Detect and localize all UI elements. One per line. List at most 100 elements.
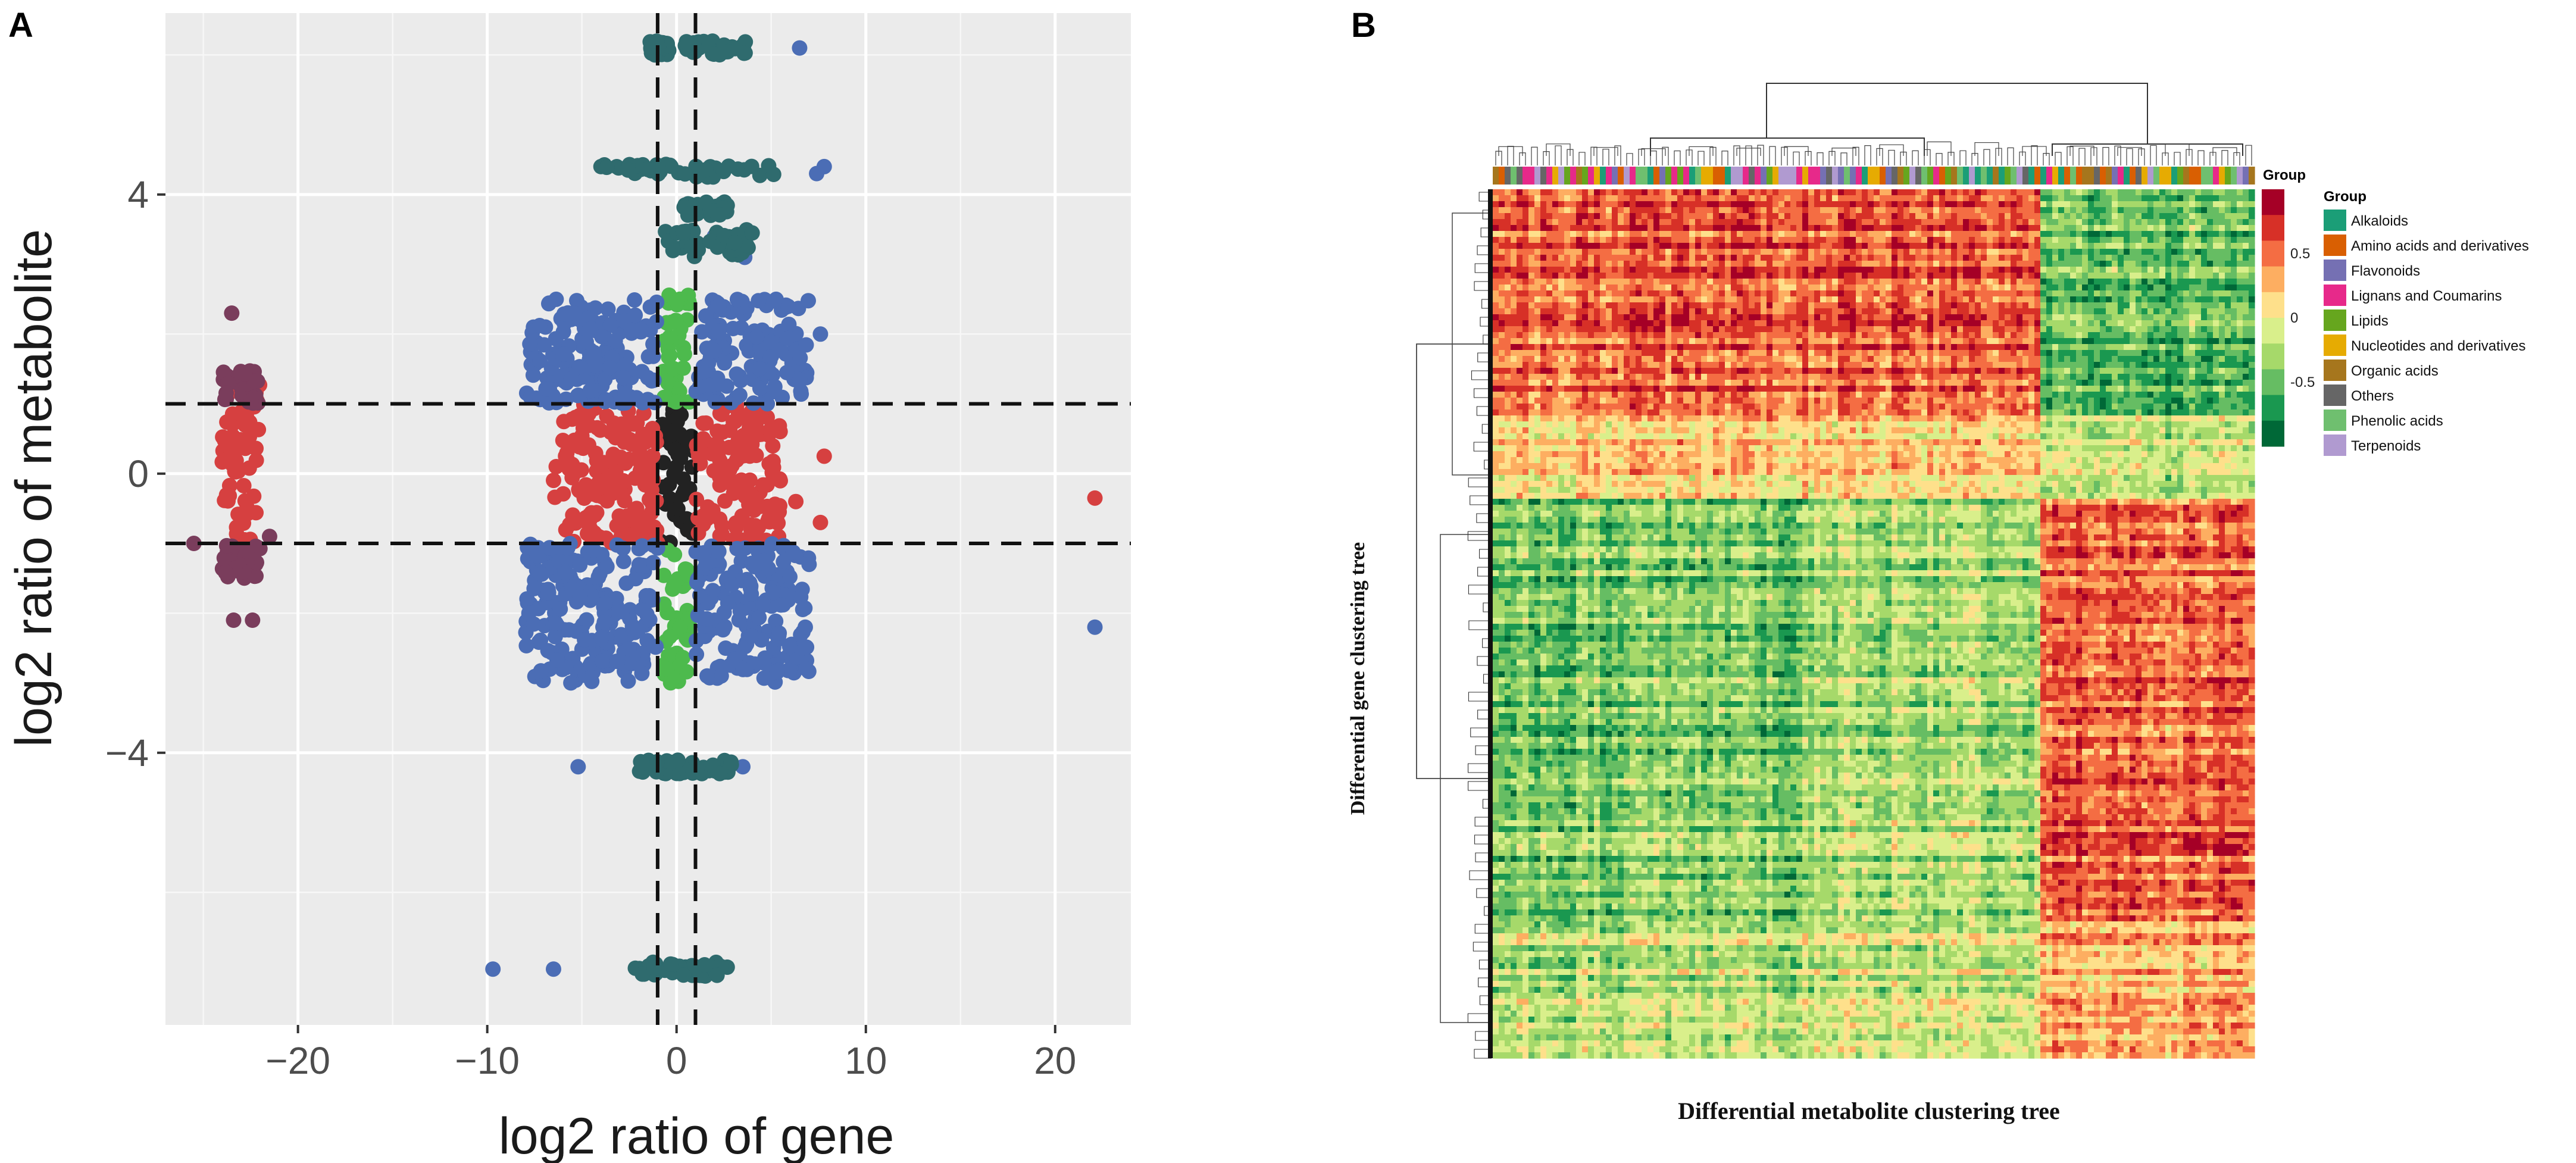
heatmap-cell xyxy=(2028,279,2035,285)
heatmap-cell xyxy=(2171,290,2178,297)
heatmap-cell xyxy=(1570,189,1577,196)
heatmap-cell xyxy=(2100,225,2106,232)
heatmap-cell xyxy=(2153,290,2160,297)
heatmap-cell xyxy=(2028,290,2035,297)
heatmap-cell xyxy=(1802,231,1809,237)
heatmap-cell xyxy=(2142,290,2148,297)
data-point xyxy=(624,323,639,338)
heatmap-cell xyxy=(1588,195,1595,202)
heatmap-cell xyxy=(1880,201,1886,208)
heatmap-cell xyxy=(1981,219,1987,226)
data-point xyxy=(752,361,767,377)
heatmap-cell xyxy=(2142,189,2148,196)
heatmap-cell xyxy=(1505,261,1511,267)
heatmap-cell xyxy=(1933,290,1940,297)
heatmap-cell xyxy=(1915,189,1922,196)
heatmap-cell xyxy=(1671,267,1678,273)
heatmap-cell xyxy=(1624,285,1630,291)
heatmap-cell xyxy=(2052,308,2059,315)
heatmap-cell xyxy=(1999,302,2005,309)
heatmap-cell xyxy=(1683,285,1690,291)
data-point xyxy=(724,577,740,592)
heatmap-cell xyxy=(2005,261,2011,267)
heatmap-cell xyxy=(1993,219,1999,226)
heatmap-cell xyxy=(2159,261,2166,267)
heatmap-cell xyxy=(2243,273,2249,279)
data-point xyxy=(561,622,577,637)
heatmap-cell xyxy=(1999,219,2005,226)
annotation-cell xyxy=(2153,167,2160,185)
heatmap-cell xyxy=(2147,285,2154,291)
heatmap-cell xyxy=(1951,308,1958,315)
heatmap-cell xyxy=(1713,302,1720,309)
data-point xyxy=(690,242,706,258)
heatmap-cell xyxy=(1582,243,1589,249)
heatmap-cell xyxy=(2189,267,2196,273)
heatmap-cell xyxy=(1594,255,1600,261)
heatmap-cell xyxy=(1987,279,1993,285)
heatmap-cell xyxy=(1778,261,1785,267)
heatmap-cell xyxy=(2195,189,2202,196)
heatmap-cell xyxy=(1606,273,1612,279)
heatmap-cell xyxy=(1915,267,1922,273)
heatmap-cell xyxy=(1981,213,1987,220)
data-point xyxy=(752,380,768,396)
heatmap-cell xyxy=(2106,308,2112,315)
heatmap-cell xyxy=(1987,189,1993,196)
heatmap-cell xyxy=(1511,231,1517,237)
dendrogram-leaf xyxy=(1722,151,1728,165)
heatmap-cell xyxy=(2136,243,2142,249)
heatmap-cell xyxy=(2142,296,2148,303)
heatmap-cell xyxy=(1903,261,1910,267)
heatmap-cell xyxy=(1963,243,1969,249)
heatmap-cell xyxy=(1570,207,1577,214)
heatmap-cell xyxy=(1653,195,1660,202)
heatmap-cell xyxy=(2118,279,2124,285)
heatmap-cell xyxy=(1921,189,1928,196)
heatmap-cell xyxy=(1677,302,1684,309)
annotation-cell xyxy=(1993,167,1999,185)
heatmap-cell xyxy=(1564,207,1571,214)
heatmap-cell xyxy=(1826,201,1833,208)
heatmap-cell xyxy=(2076,201,2083,208)
heatmap-cell xyxy=(1534,231,1541,237)
data-point xyxy=(696,517,711,532)
heatmap-cell xyxy=(1594,195,1600,202)
heatmap-cell xyxy=(2011,290,2017,297)
x-tick-label: 20 xyxy=(1034,1039,1076,1082)
heatmap-cell xyxy=(1862,243,1868,249)
heatmap-cell xyxy=(2195,273,2202,279)
heatmap-cell xyxy=(2118,237,2124,243)
heatmap-cell xyxy=(1999,225,2005,232)
heatmap-cell xyxy=(2112,231,2118,237)
heatmap-cell xyxy=(1880,213,1886,220)
heatmap-cell xyxy=(1546,267,1553,273)
heatmap-cell xyxy=(1957,249,1964,255)
heatmap-cell xyxy=(1671,207,1678,214)
heatmap-cell xyxy=(1820,231,1827,237)
data-point xyxy=(717,493,733,509)
heatmap-cell xyxy=(1921,243,1928,249)
heatmap-cell xyxy=(1993,296,1999,303)
heatmap-cell xyxy=(1975,231,1981,237)
heatmap-cell xyxy=(1987,231,1993,237)
heatmap-cell xyxy=(1755,207,1761,214)
heatmap-cell xyxy=(1892,255,1898,261)
heatmap-cell xyxy=(2112,237,2118,243)
heatmap-cell xyxy=(1796,213,1803,220)
heatmap-cells xyxy=(1493,189,2255,1059)
heatmap-cell xyxy=(2159,290,2166,297)
heatmap-cell xyxy=(1886,279,1892,285)
heatmap-cell xyxy=(1647,273,1654,279)
heatmap-cell xyxy=(1534,273,1541,279)
heatmap-cell xyxy=(1933,267,1940,273)
heatmap-cell xyxy=(1528,249,1535,255)
heatmap-cell xyxy=(2219,231,2225,237)
heatmap-cell xyxy=(1743,231,1749,237)
heatmap-cell xyxy=(1886,273,1892,279)
heatmap-cell xyxy=(1886,302,1892,309)
heatmap-cell xyxy=(1999,285,2005,291)
data-point xyxy=(669,294,684,309)
heatmap-cell xyxy=(1975,237,1981,243)
heatmap-cell xyxy=(1642,290,1648,297)
